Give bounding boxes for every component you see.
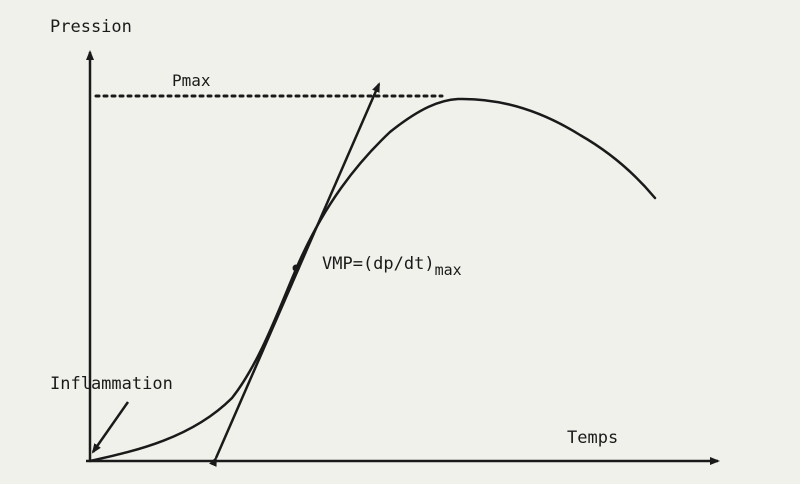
- pmax-label: Pmax: [172, 71, 211, 90]
- pressure-curve: [88, 97, 657, 463]
- inflammation-label: Inflammation: [50, 374, 173, 394]
- inflammation-arrow: [91, 401, 130, 454]
- y-axis-label: Pression: [50, 17, 132, 37]
- max-slope-point: [292, 264, 300, 272]
- x-axis-label: Temps: [567, 428, 619, 448]
- vmp-main-text: VMP=(dp/dt): [322, 254, 435, 274]
- vmp-label: VMP=(dp/dt)max: [322, 256, 462, 278]
- vmp-subscript: max: [434, 261, 462, 279]
